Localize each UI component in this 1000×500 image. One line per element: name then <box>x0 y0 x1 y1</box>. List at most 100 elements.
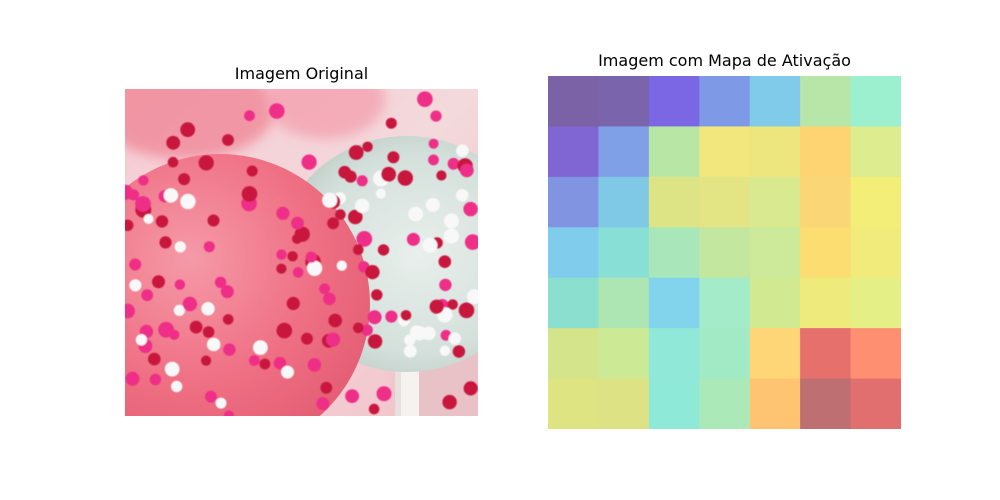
sprinkle <box>182 296 198 312</box>
heatmap-cell <box>598 126 650 178</box>
heatmap-cell <box>548 378 600 429</box>
sprinkle <box>452 345 466 358</box>
heatmap-cell <box>598 328 650 380</box>
sprinkle <box>135 196 151 212</box>
sprinkle <box>287 251 298 262</box>
blurred-pop <box>125 89 275 159</box>
sprinkle <box>387 151 400 164</box>
sprinkle <box>371 289 383 301</box>
sprinkle <box>207 214 220 227</box>
sprinkle <box>327 217 339 230</box>
heatmap-cell <box>548 176 600 228</box>
heatmap-cell <box>598 378 650 429</box>
sprinkle <box>404 334 416 346</box>
sprinkle <box>174 279 186 290</box>
sprinkle <box>368 403 380 415</box>
sprinkle <box>206 337 221 352</box>
sprinkle <box>353 244 364 255</box>
sprinkle <box>291 216 304 230</box>
sprinkle <box>436 170 447 181</box>
heatmap-cell <box>598 76 650 128</box>
sprinkle <box>316 397 330 411</box>
sprinkle <box>259 358 271 370</box>
sprinkle <box>463 381 478 396</box>
sprinkle <box>276 206 290 220</box>
sprinkle <box>319 283 330 295</box>
heatmap-cell <box>699 176 751 228</box>
sprinkle <box>189 320 203 334</box>
heatmap-cell <box>548 76 600 128</box>
heatmap-cell <box>749 277 801 329</box>
original-image <box>125 89 478 416</box>
sprinkle <box>201 302 215 316</box>
heatmap-cell <box>699 328 751 380</box>
sprinkle <box>336 260 347 271</box>
sprinkle <box>222 134 234 146</box>
sprinkle <box>125 219 134 231</box>
sprinkle <box>439 345 451 356</box>
sprinkle <box>125 184 134 200</box>
heatmap-cell <box>850 76 901 128</box>
sprinkle <box>201 355 212 366</box>
sprinkle <box>335 209 346 220</box>
sprinkle <box>301 332 313 345</box>
heatmap-cell <box>749 176 801 228</box>
sprinkle <box>276 263 287 274</box>
sprinkle <box>443 228 459 244</box>
sprinkle <box>439 278 452 292</box>
sprinkle <box>326 332 341 347</box>
sprinkle <box>356 175 368 187</box>
sprinkle <box>443 213 459 229</box>
sprinkle <box>241 186 258 202</box>
sprinkle <box>163 188 179 203</box>
sprinkle <box>164 361 180 377</box>
heatmap-cell <box>648 76 700 128</box>
heatmap-cell <box>800 176 852 228</box>
pop-stick <box>395 329 401 416</box>
sprinkle <box>286 296 300 311</box>
sprinkle <box>320 381 333 394</box>
heatmap-cell <box>699 76 751 128</box>
sprinkle <box>214 276 227 288</box>
sprinkle <box>306 260 323 276</box>
heatmap-cell <box>850 328 901 380</box>
heatmap-cell <box>800 277 852 329</box>
sprinkle <box>276 249 287 260</box>
sprinkle <box>406 232 420 246</box>
sprinkle <box>220 285 234 299</box>
sprinkle <box>412 326 427 341</box>
heatmap-cell <box>648 227 700 279</box>
sprinkle <box>447 299 458 310</box>
heatmap-cell <box>749 76 801 128</box>
sprinkle <box>348 209 363 225</box>
sprinkle <box>171 380 183 393</box>
sprinkle <box>356 231 373 247</box>
sprinkle <box>355 198 370 213</box>
sprinkle <box>281 365 294 379</box>
sprinkle <box>276 322 293 339</box>
sprinkle <box>362 141 373 152</box>
sprinkle <box>167 156 179 168</box>
heatmap-cell <box>699 277 751 329</box>
sprinkle <box>180 122 196 138</box>
blurred-pop <box>265 89 385 139</box>
sprinkle <box>422 237 438 253</box>
sprinkle <box>135 334 148 346</box>
heatmap-cell <box>800 227 852 279</box>
heatmap-cell <box>800 328 852 380</box>
heatmap-cell <box>598 176 650 228</box>
heatmap-cell <box>699 126 751 178</box>
sprinkle <box>428 138 439 149</box>
sprinkle <box>169 329 180 340</box>
original-image-title: Imagem Original <box>234 64 369 83</box>
sprinkle <box>152 275 165 289</box>
sprinkle <box>397 170 413 186</box>
heatmap-cell <box>648 328 700 380</box>
sprinkle <box>381 166 396 182</box>
sprinkle <box>244 110 255 122</box>
sprinkle <box>447 157 460 170</box>
sprinkle <box>442 394 457 410</box>
sprinkle <box>377 244 390 256</box>
sprinkle <box>375 188 386 199</box>
heatmap-cell <box>648 378 700 429</box>
